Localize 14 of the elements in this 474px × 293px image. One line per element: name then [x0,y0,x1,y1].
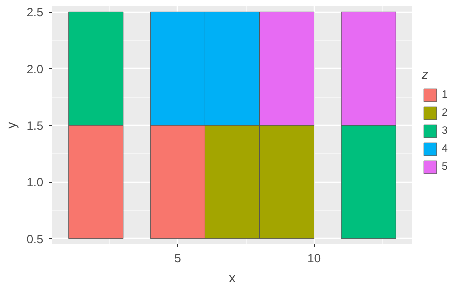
legend-label: 2 [442,107,449,119]
y-axis-title: y [4,122,19,129]
y-tick-label: 1.5 [26,119,44,133]
y-tick-label: 0.5 [26,232,44,246]
legend-label: 5 [442,161,449,173]
legend-label: 4 [442,143,449,155]
x-tick-label: 10 [308,252,322,266]
y-tick-label: 2.0 [26,62,44,76]
x-axis-title: x [229,270,236,286]
legend-label: 3 [442,125,449,137]
y-tick-label: 2.5 [26,6,44,20]
y-tick-label: 1.0 [26,176,44,190]
legend-label: 1 [442,89,449,101]
legend-title: z [422,67,430,82]
